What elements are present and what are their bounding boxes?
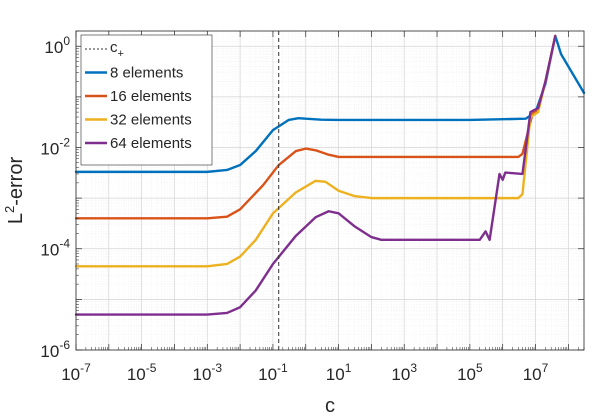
- x-tick-base: 10: [258, 365, 277, 384]
- plot-frame: [75, 30, 585, 351]
- series-line-64-elements: [74, 34, 557, 316]
- x-tick-exponent: 1: [345, 361, 352, 375]
- x-tick-base: 10: [457, 365, 476, 384]
- y-tick-base: 10: [40, 139, 59, 158]
- y-tick-base: 10: [44, 38, 63, 57]
- x-tick-label: 103: [391, 361, 417, 384]
- x-tick-exponent: 5: [476, 361, 483, 375]
- x-tick-exponent: -3: [211, 361, 222, 375]
- legend-c-plus-label: c+: [110, 39, 124, 60]
- x-tick-base: 10: [192, 365, 211, 384]
- series-line-16-elements: [74, 34, 557, 220]
- x-tick-label: 10-1: [258, 361, 288, 384]
- y-tick-label: 10-4: [40, 237, 70, 260]
- x-tick-base: 10: [326, 365, 345, 384]
- y-axis-label-main: L: [5, 213, 27, 224]
- x-tick-label: 10-3: [192, 361, 222, 384]
- legend-c-plus-subscript: +: [118, 48, 124, 60]
- legend-series: 8 elements 16 elements 32 elements 64 eleme…: [85, 65, 192, 152]
- x-tick-exponent: -5: [146, 361, 157, 375]
- y-tick-exponent: -2: [59, 135, 70, 149]
- y-axis-label-rest: -error: [5, 157, 27, 206]
- x-tick-label: 10-7: [61, 361, 91, 384]
- x-tick-exponent: -1: [277, 361, 288, 375]
- x-tick-label: 105: [457, 361, 483, 384]
- x-tick-exponent: 3: [410, 361, 417, 375]
- y-axis-label-superscript: 2: [2, 206, 17, 213]
- series-line-32-elements: [74, 34, 557, 268]
- x-axis-label: c: [325, 395, 335, 417]
- x-tick-label: 107: [523, 361, 549, 384]
- y-tick-base: 10: [40, 342, 59, 361]
- legend-label-64-elements: 64 elements: [110, 135, 192, 152]
- legend-label-8-elements: 8 elements: [110, 65, 183, 82]
- y-tick-label: 10-6: [40, 338, 70, 361]
- legend-label-16-elements: 16 elements: [110, 88, 192, 105]
- y-tick-exponent: 0: [63, 34, 70, 48]
- legend: c+ 8 elements 16 elements 32 elements 64 el…: [80, 34, 213, 166]
- x-tick-exponent: 7: [542, 361, 549, 375]
- x-tick-base: 10: [127, 365, 146, 384]
- y-tick-base: 10: [40, 241, 59, 260]
- x-tick-labels: 10-7 10-5 10-3 10-1 101 103 105 107: [61, 361, 548, 384]
- legend-c-plus-main: c: [110, 39, 118, 56]
- y-tick-label: 100: [44, 34, 70, 57]
- y-tick-label: 10-2: [40, 135, 70, 158]
- y-tick-exponent: -6: [59, 338, 70, 352]
- legend-label-32-elements: 32 elements: [110, 112, 192, 129]
- x-tick-label: 101: [326, 361, 352, 384]
- series-group: [74, 34, 586, 316]
- x-tick-exponent: -7: [80, 361, 91, 375]
- y-axis-label: L2-error: [2, 157, 27, 225]
- x-tick-base: 10: [523, 365, 542, 384]
- y-tick-exponent: -4: [59, 237, 70, 251]
- x-tick-label: 10-5: [127, 361, 157, 384]
- x-tick-base: 10: [391, 365, 410, 384]
- x-tick-base: 10: [61, 365, 80, 384]
